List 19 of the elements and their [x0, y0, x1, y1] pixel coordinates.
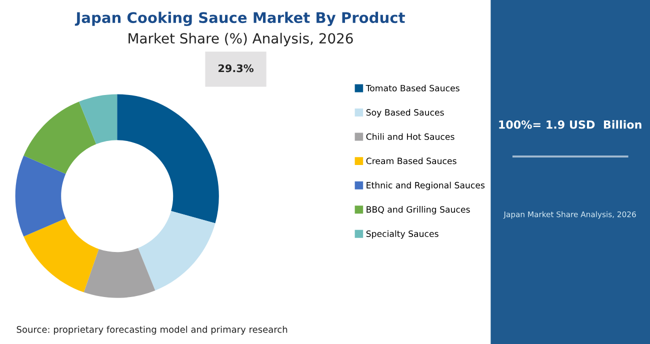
legend-label: Chili and Hot Sauces	[366, 133, 454, 140]
donut-slice	[117, 94, 219, 224]
legend-label: Tomato Based Sauces	[366, 84, 460, 92]
donut-slice	[138, 211, 216, 291]
donut-slice	[24, 218, 99, 292]
chart-title: Japan Cooking Sauce Market By Product	[74, 12, 405, 26]
donut-slice	[79, 94, 118, 144]
legend-label: BBQ and Grilling Sauces	[366, 206, 470, 214]
donut-slice	[84, 248, 156, 298]
text: 100%= 1.9 USD Billion	[499, 120, 642, 129]
legend-label: Soy Based Sauces	[366, 108, 444, 118]
donut-slice	[15, 156, 66, 237]
chart-subtitle: Market Share (%) Analysis, 2026	[128, 32, 353, 46]
data-label: 29.3%	[218, 64, 254, 72]
legend-label: Cream Based Sauces	[366, 158, 456, 164]
legend-label: Ethnic and Regional Sauces	[366, 182, 485, 190]
source-note: Source: proprietary forecasting model and primary research	[16, 326, 288, 335]
legend-label: Specialty Sauces	[366, 230, 438, 239]
donut-slice	[24, 102, 96, 174]
